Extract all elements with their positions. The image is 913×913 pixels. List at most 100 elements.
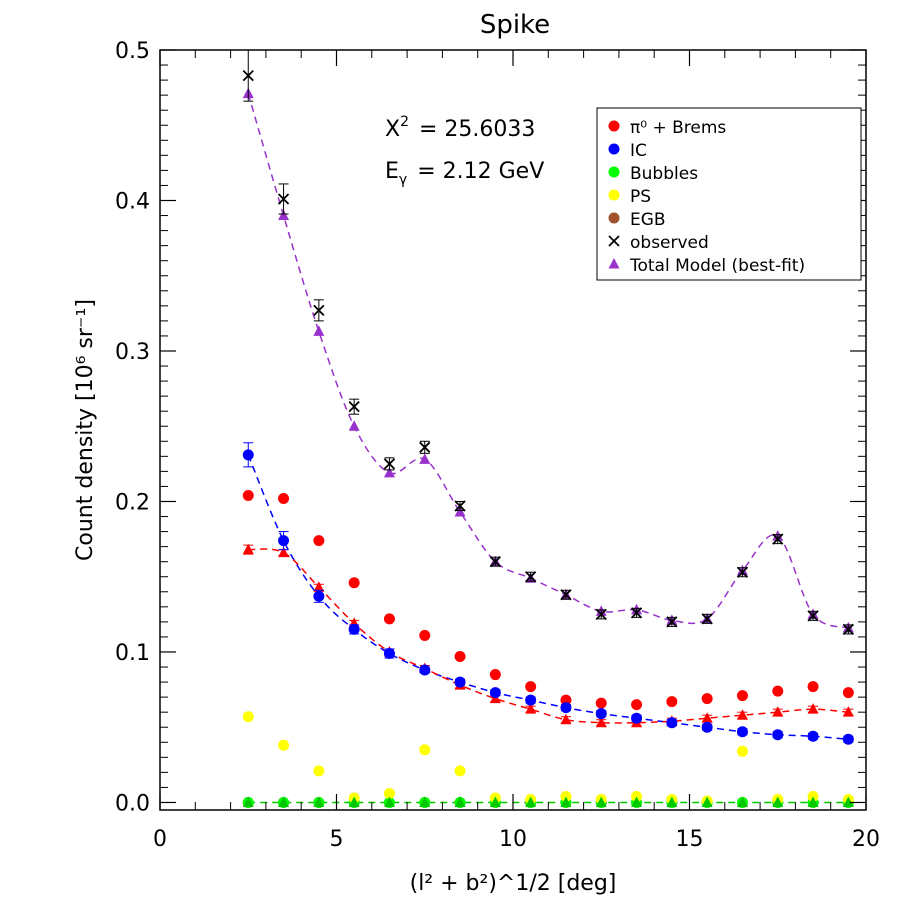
data-point xyxy=(242,711,254,723)
data-point xyxy=(278,209,290,221)
y-tick-label: 0.2 xyxy=(115,490,150,515)
data-point xyxy=(383,787,395,799)
data-point xyxy=(419,796,431,807)
data-point xyxy=(842,623,854,636)
data-point xyxy=(595,697,607,709)
data-point xyxy=(242,449,254,461)
data-point xyxy=(560,713,572,725)
y-tick-label: 0.4 xyxy=(115,189,150,214)
data-point xyxy=(525,571,537,583)
data-point xyxy=(595,716,607,728)
data-point xyxy=(313,796,325,807)
data-point xyxy=(807,796,819,807)
data-point xyxy=(666,616,678,628)
series-5 xyxy=(242,49,854,636)
data-point xyxy=(701,712,713,723)
x-tick-label: 10 xyxy=(499,827,527,852)
data-point xyxy=(242,796,254,807)
legend-marker xyxy=(608,212,620,224)
data-point xyxy=(348,577,360,589)
data-point xyxy=(666,796,678,807)
data-point xyxy=(666,717,678,729)
legend-marker xyxy=(608,143,620,155)
data-point xyxy=(383,647,395,659)
data-point-stroke xyxy=(277,193,290,205)
data-point xyxy=(278,492,290,504)
data-point xyxy=(383,613,395,625)
data-point xyxy=(454,500,466,512)
data-point xyxy=(842,733,854,745)
data-point xyxy=(736,709,748,720)
plot-area xyxy=(242,49,854,808)
data-point-stroke xyxy=(666,616,678,628)
data-point-stroke xyxy=(842,623,854,636)
data-point xyxy=(736,745,748,757)
chi2-annotation: X2 = 25.6033 xyxy=(385,114,535,142)
legend-marker-stroke xyxy=(608,235,620,247)
data-point xyxy=(313,535,325,547)
data-point xyxy=(842,706,854,717)
data-point-stroke xyxy=(383,458,396,470)
data-point xyxy=(383,796,395,807)
data-point xyxy=(631,699,643,711)
data-point xyxy=(525,703,537,714)
legend-marker xyxy=(608,235,620,247)
legend-marker xyxy=(608,120,620,132)
fit-annotations: X2 = 25.6033 Eγ = 2.12 GeV xyxy=(385,114,544,188)
dashed-fit-line xyxy=(248,548,849,724)
data-point xyxy=(736,690,748,702)
data-point xyxy=(560,694,572,706)
data-point xyxy=(630,607,643,619)
data-point xyxy=(278,546,290,558)
data-point-stroke xyxy=(595,608,607,620)
data-point xyxy=(560,589,572,601)
data-point xyxy=(419,629,431,641)
data-point xyxy=(631,790,643,802)
data-point xyxy=(807,790,819,802)
series-8 xyxy=(242,796,854,807)
data-point xyxy=(454,765,466,777)
y-tick-label: 0.0 xyxy=(115,791,150,816)
data-point-stroke xyxy=(736,566,749,578)
data-point xyxy=(701,613,713,625)
data-point-stroke xyxy=(525,571,537,583)
data-point xyxy=(701,693,713,705)
data-point xyxy=(454,506,466,517)
data-point xyxy=(489,687,501,699)
legend-label: π⁰ + Brems xyxy=(630,118,726,138)
data-point xyxy=(489,796,501,807)
data-point xyxy=(772,706,784,717)
y-tick-label: 0.3 xyxy=(115,340,150,365)
data-point-stroke xyxy=(701,613,713,625)
data-point xyxy=(807,610,819,622)
data-point xyxy=(736,796,748,807)
x-tick-label: 15 xyxy=(676,827,704,852)
data-point xyxy=(631,796,643,807)
data-point xyxy=(348,623,360,635)
data-point xyxy=(419,453,431,464)
data-point xyxy=(842,687,854,699)
data-point xyxy=(348,420,360,431)
y-tick-label: 0.5 xyxy=(115,39,150,64)
data-point xyxy=(701,721,713,733)
data-point xyxy=(560,702,572,714)
data-point xyxy=(278,535,290,547)
data-point xyxy=(772,533,784,545)
data-point xyxy=(489,669,501,681)
legend-marker xyxy=(608,166,620,178)
legend-label: IC xyxy=(630,141,647,161)
data-point xyxy=(666,696,678,708)
x-tick-label: 0 xyxy=(153,827,167,852)
data-point xyxy=(736,726,748,738)
legend-label: PS xyxy=(630,187,651,207)
chart-title: Spike xyxy=(480,10,550,40)
data-point xyxy=(383,458,396,470)
legend: π⁰ + Brems IC Bubbles PS EGB observed Total Mo… xyxy=(596,107,862,281)
data-point xyxy=(807,681,819,693)
legend-box xyxy=(596,107,862,281)
data-point xyxy=(383,466,395,478)
data-point-stroke xyxy=(560,589,572,601)
energy-annotation: Eγ = 2.12 GeV xyxy=(385,159,544,188)
series-1 xyxy=(242,442,854,745)
data-point-stroke xyxy=(489,556,501,568)
